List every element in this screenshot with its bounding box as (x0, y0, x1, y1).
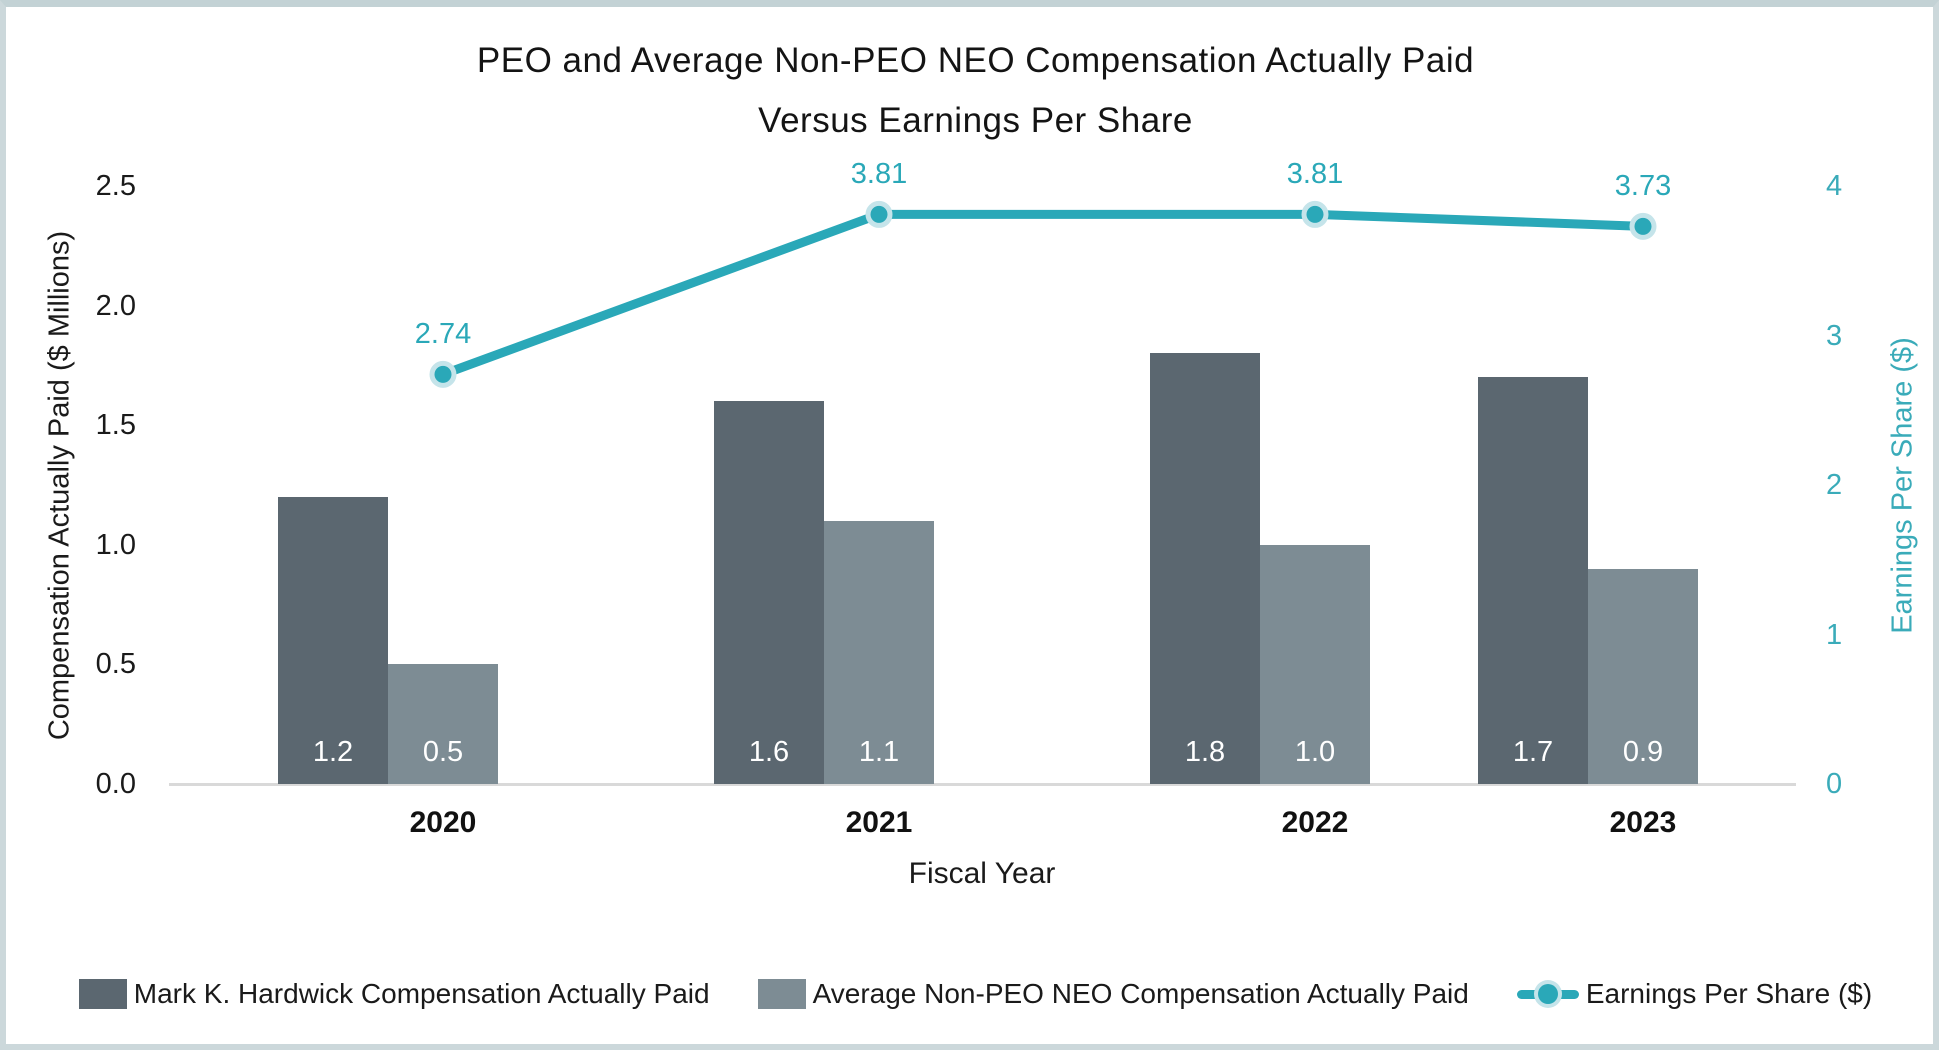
right-axis-tick-label: 2 (1826, 469, 1843, 501)
bar-value-label: 0.5 (422, 736, 464, 768)
bar-value-label: 1.2 (312, 736, 354, 768)
left-axis-tick-label: 0.0 (95, 768, 136, 800)
left-axis-tick-label: 2.5 (95, 170, 136, 202)
bar-value-label: 0.9 (1622, 736, 1664, 768)
right-axis-tick-label: 0 (1826, 768, 1843, 800)
eps-line-dot-icon (1537, 984, 1558, 1004)
x-axis-category-label: 2021 (845, 806, 913, 839)
eps-point-label: 3.81 (1286, 158, 1344, 191)
bar-nonpeo (388, 664, 498, 784)
chart-title-line-2: Versus Earnings Per Share (758, 101, 1193, 140)
legend-label-peo: Mark K. Hardwick Compensation Actually P… (133, 978, 710, 1009)
bar-value-label: 1.8 (1184, 736, 1226, 768)
eps-data-point (865, 200, 893, 228)
right-axis-tick-label: 4 (1826, 170, 1843, 202)
x-axis-line (169, 783, 1796, 786)
bar-nonpeo (1260, 544, 1370, 784)
eps-point-label: 3.81 (850, 158, 908, 191)
right-axis-tick-label: 3 (1826, 319, 1843, 352)
right-axis-tick-label: 1 (1826, 618, 1843, 651)
bar-nonpeo (824, 520, 934, 784)
legend-item-peo-bar: Mark K. Hardwick Compensation Actually P… (78, 978, 710, 1010)
eps-line-marker-icon (1516, 979, 1579, 1009)
eps-point-label: 3.73 (1614, 170, 1672, 203)
peo-bar-swatch-icon (78, 979, 127, 1009)
left-axis-tick-label: 2.0 (95, 289, 136, 322)
eps-data-point (1301, 200, 1329, 228)
x-axis-category-label: 2023 (1609, 806, 1677, 839)
nonpeo-bar-swatch-icon (757, 979, 806, 1009)
eps-line (438, 209, 1648, 379)
bar-value-label: 1.7 (1512, 736, 1554, 768)
x-axis-category-label: 2020 (409, 806, 477, 839)
legend-label-nonpeo: Average Non-PEO NEO Compensation Actuall… (812, 978, 1469, 1009)
eps-data-point (1629, 212, 1657, 240)
bar-value-label: 1.1 (858, 736, 900, 768)
bar-peo (714, 401, 824, 784)
left-axis-tick-label: 1.5 (95, 409, 136, 442)
bar-value-label: 1.6 (748, 736, 790, 768)
legend-item-eps-line: Earnings Per Share ($) (1516, 978, 1873, 1010)
x-axis-category-label: 2022 (1281, 806, 1349, 839)
eps-data-point (429, 360, 457, 388)
bar-peo (1150, 353, 1260, 784)
chart-title-line-1: PEO and Average Non-PEO NEO Compensation… (476, 41, 1475, 80)
legend: Mark K. Hardwick Compensation Actually P… (6, 963, 1933, 1025)
eps-point-label: 2.74 (414, 318, 472, 351)
bar-peo (278, 496, 388, 784)
legend-label-eps: Earnings Per Share ($) (1585, 978, 1873, 1009)
plot-area: 0.0 0.5 1.0 1.5 2.0 2.5 0 1 2 3 4 2020 2021 2022 2023 1… (6, 7, 1933, 1044)
legend-item-nonpeo-bar: Average Non-PEO NEO Compensation Actuall… (757, 978, 1469, 1010)
left-axis-tick-label: 0.5 (95, 648, 136, 681)
left-axis-tick-label: 1.0 (95, 528, 136, 561)
bar-peo (1478, 377, 1588, 784)
bar-value-label: 1.0 (1294, 736, 1336, 768)
bar-nonpeo (1588, 568, 1698, 784)
x-axis-title: Fiscal Year (908, 857, 1056, 890)
